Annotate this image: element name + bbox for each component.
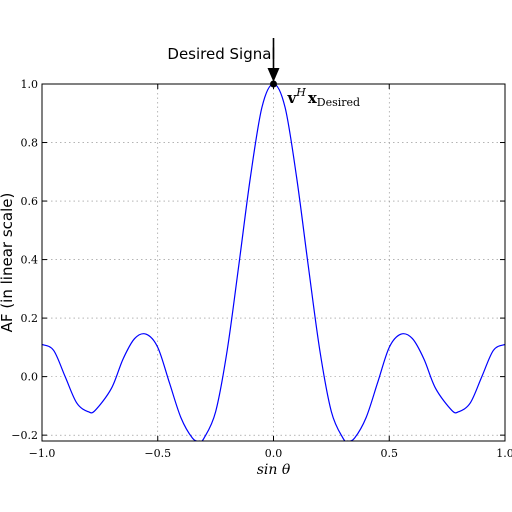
math-sub-desired: Desired (317, 96, 360, 109)
math-sup-h: H (295, 86, 306, 99)
annotation-arrow-head (267, 68, 280, 82)
annotation-text: Desired Signal (167, 45, 275, 63)
x-tick-label: 1.0 (496, 447, 512, 460)
desired-signal-annotation: Desired Signal vH xDesired (167, 38, 360, 109)
y-tick-label: 0.4 (21, 254, 39, 267)
y-tick-label: −0.2 (11, 429, 38, 442)
x-tick-label: −0.5 (144, 447, 171, 460)
math-x: x (308, 89, 318, 107)
axis-ticks: −1.0 −0.5 0.0 0.5 1.0 −0.2 0.0 0.2 0.4 0.6 0.8 1.0 (11, 78, 512, 460)
peak-marker (270, 80, 277, 88)
y-tick-label: 0.6 (21, 195, 39, 208)
x-tick-label: 0.5 (381, 447, 399, 460)
y-tick-label: 0.2 (21, 312, 39, 325)
math-v: v (287, 89, 298, 107)
x-tick-label: −1.0 (29, 447, 56, 460)
y-tick-label: 0.0 (21, 371, 39, 384)
x-tick-label: 0.0 (265, 447, 283, 460)
y-axis-label: AF (in linear scale) (0, 193, 16, 333)
annotation-math-label: vH xDesired (287, 86, 361, 109)
y-tick-label: 1.0 (21, 78, 39, 91)
y-tick-label: 0.8 (21, 137, 39, 150)
x-axis-label: sin θ (257, 462, 291, 478)
af-curve (42, 83, 505, 441)
plot-area (42, 83, 505, 441)
